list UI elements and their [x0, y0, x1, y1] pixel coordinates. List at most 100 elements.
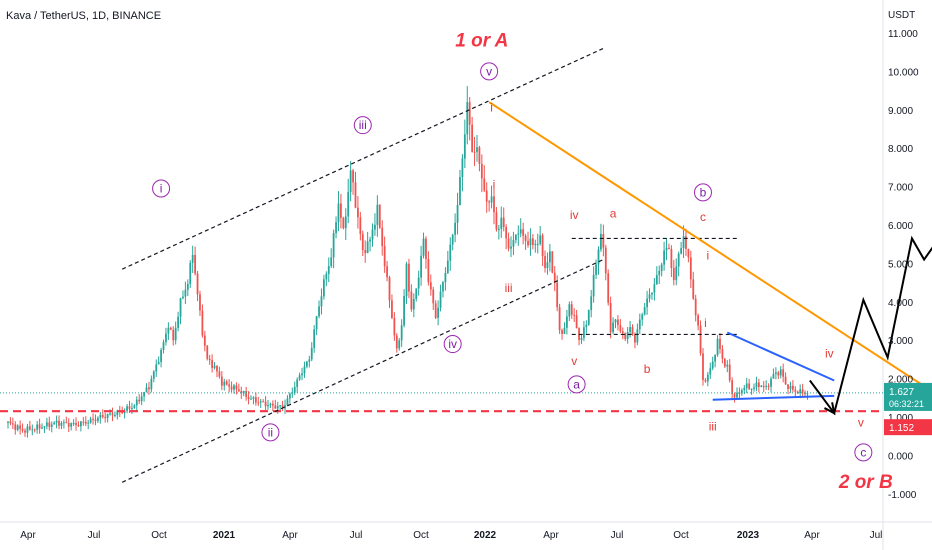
candle-body — [682, 236, 685, 249]
subwave-label: iii — [505, 281, 513, 295]
candle-body — [442, 282, 444, 292]
candle-body — [271, 403, 274, 406]
candle-body — [556, 282, 559, 308]
wave-degree-label: 2 or B — [838, 472, 893, 493]
triangle-line — [712, 394, 835, 401]
x-tick-label: Apr — [543, 530, 559, 541]
candle-body — [80, 421, 82, 427]
candle-body — [449, 244, 452, 261]
candle-body — [748, 383, 751, 390]
candle-body — [704, 379, 707, 382]
candle-body — [566, 316, 568, 328]
candle-body — [101, 414, 104, 418]
candle-body — [417, 277, 420, 289]
candle-body — [529, 238, 532, 246]
candle-body — [114, 415, 116, 417]
candle-body — [575, 315, 578, 329]
candle-body — [230, 386, 233, 390]
candle-body — [199, 294, 201, 311]
x-tick-label: Oct — [673, 530, 689, 541]
candle-body — [184, 289, 187, 297]
candle-body — [796, 391, 799, 394]
subwave-label: iii — [709, 419, 717, 433]
candle-body — [41, 427, 43, 429]
candle-body — [45, 422, 48, 427]
candle-body — [634, 334, 636, 343]
candle-body — [242, 391, 245, 394]
candle-body — [65, 422, 68, 424]
candle-body — [680, 248, 683, 254]
candle-body — [590, 296, 593, 311]
candle-body — [310, 347, 313, 360]
candle-body — [733, 394, 736, 398]
candle-body — [50, 424, 53, 427]
candle-body — [558, 307, 561, 331]
candle-body — [621, 331, 624, 334]
candle-body — [354, 182, 357, 208]
candle-body — [412, 299, 415, 310]
candle-body — [480, 163, 483, 179]
wave-circle — [693, 183, 712, 202]
subwave-label: i — [490, 101, 493, 115]
candle-body — [651, 292, 653, 295]
candle-body — [753, 387, 755, 389]
candle-body — [196, 273, 199, 295]
subwave-label: i — [707, 249, 710, 263]
candle-body — [740, 390, 743, 394]
x-tick-label: 2023 — [737, 530, 760, 541]
candle-body — [415, 288, 418, 300]
candle-body — [75, 423, 77, 426]
candle-body — [335, 222, 337, 234]
candle-body — [160, 349, 162, 362]
candle-body — [702, 353, 704, 380]
candle-body — [675, 266, 678, 281]
candle-body — [794, 389, 797, 392]
candle-body — [308, 359, 311, 362]
candle-body — [597, 249, 600, 265]
candle-body — [774, 372, 777, 374]
candle-body — [325, 273, 328, 280]
candle-body — [106, 413, 109, 418]
candle-body — [546, 262, 549, 269]
candle-body — [177, 316, 179, 328]
x-tick-label: Apr — [20, 530, 36, 541]
candle-body — [490, 196, 493, 203]
candle-body — [174, 327, 177, 341]
wave-circle-label: b — [700, 185, 707, 199]
candle-body — [24, 430, 26, 433]
candle-body — [466, 102, 469, 135]
candle-body — [721, 349, 724, 359]
subwave-label: i — [704, 316, 707, 330]
candle-body — [264, 401, 267, 407]
x-tick-label: Jul — [611, 530, 624, 541]
candle-body — [626, 332, 629, 339]
candle-body — [483, 178, 486, 191]
price-axis[interactable]: USDT 11.000 10.000 9.000 8.000 7.000 6.000 5.00… — [884, 10, 932, 501]
candle-body — [551, 251, 554, 273]
candle-body — [38, 424, 41, 429]
candle-body — [16, 425, 19, 430]
candle-body — [361, 234, 364, 251]
projection-arrowhead-down — [823, 402, 836, 416]
bar-countdown: 06:32:21 — [889, 399, 924, 409]
candle-body — [663, 250, 665, 265]
wave-circle — [152, 179, 171, 198]
candle-body — [672, 268, 675, 281]
candle-body — [72, 423, 75, 425]
candle-body — [522, 229, 525, 236]
candle-body — [155, 364, 158, 372]
candle-body — [468, 102, 471, 125]
candle-body — [320, 296, 323, 307]
candle-body — [150, 378, 153, 390]
candle-body — [143, 391, 145, 397]
candle-body — [643, 307, 646, 315]
y-tick-label: 5.000 — [888, 259, 913, 270]
candle-body — [459, 177, 461, 205]
y-tick-label: 9.000 — [888, 106, 913, 117]
candle-body — [291, 392, 294, 394]
candle-body — [592, 274, 595, 297]
time-axis[interactable]: Apr Jul Oct 2021 Apr Jul Oct 2022 Apr Jul Oct 2023 A… — [20, 530, 882, 541]
candle-body — [31, 429, 34, 431]
